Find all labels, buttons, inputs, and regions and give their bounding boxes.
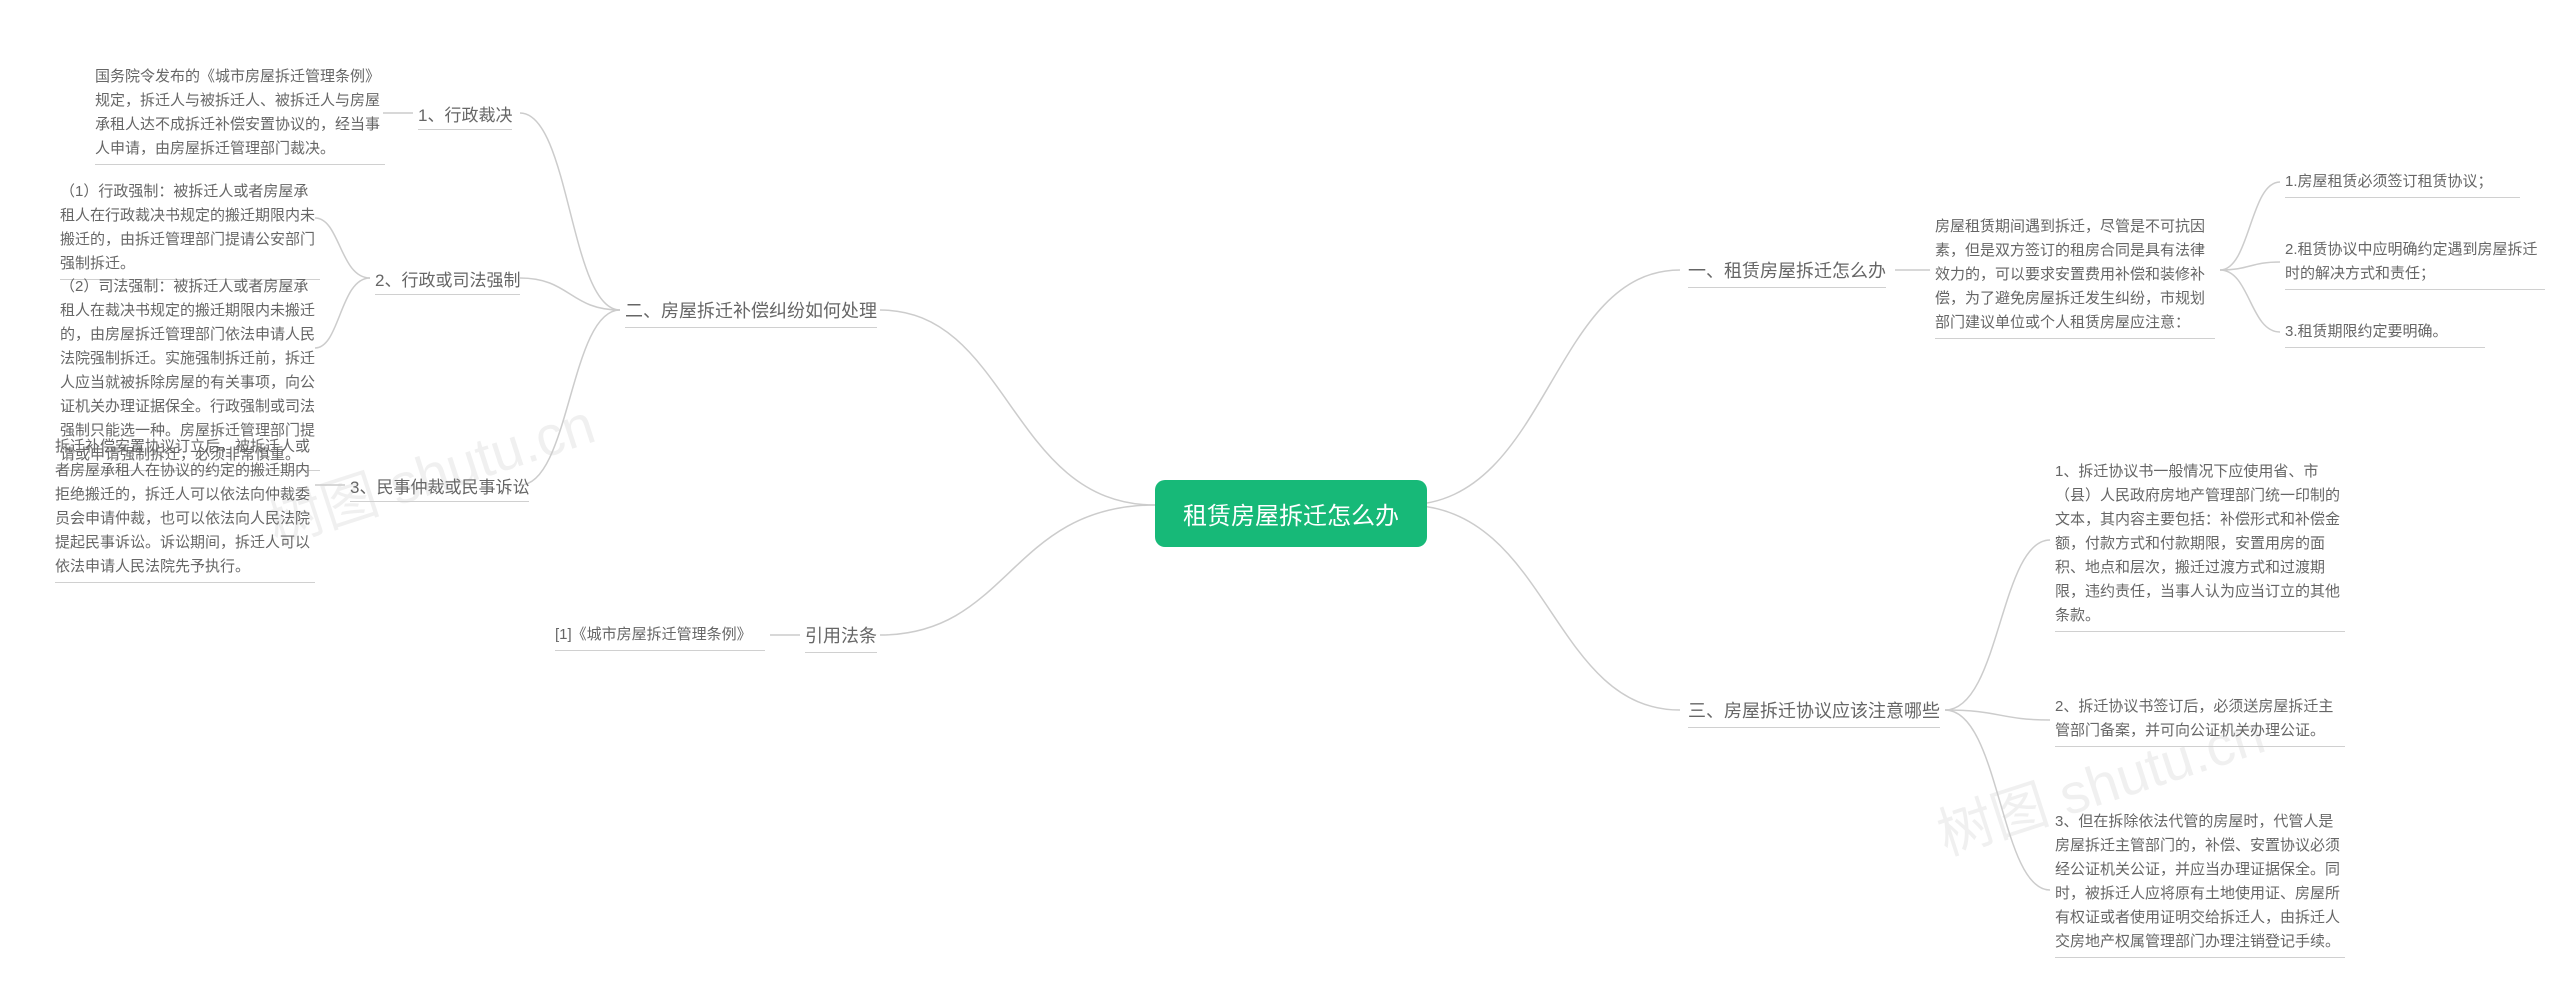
branch-right-2: 三、房屋拆迁协议应该注意哪些 xyxy=(1688,697,1940,728)
branch-right-1-child-0: 1.房屋租赁必须签订租赁协议； xyxy=(2285,170,2520,198)
branch-right-1-child-1: 2.租赁协议中应明确约定遇到房屋拆迁时的解决方式和责任； xyxy=(2285,238,2545,290)
branch-left-1-sub-2: 3、民事仲裁或民事诉讼 xyxy=(350,473,529,502)
branch-right-1: 一、租赁房屋拆迁怎么办 xyxy=(1688,257,1886,288)
branch-left-2: 引用法条 xyxy=(805,622,877,653)
branch-right-2-child-1: 2、拆迁协议书签订后，必须送房屋拆迁主管部门备案，并可向公证机关办理公证。 xyxy=(2055,695,2345,747)
root-node: 租赁房屋拆迁怎么办 xyxy=(1155,480,1427,547)
branch-left-1-sub-1: 2、行政或司法强制 xyxy=(375,266,520,295)
branch-left-1-sub-2-leaf: 拆迁补偿安置协议订立后，被拆迁人或者房屋承租人在协议的约定的搬迁期内拒绝搬迁的，… xyxy=(55,435,315,583)
branch-left-1-sub-0: 1、行政裁决 xyxy=(418,101,512,130)
branch-right-2-child-0: 1、拆迁协议书一般情况下应使用省、市（县）人民政府房地产管理部门统一印制的文本，… xyxy=(2055,460,2345,632)
branch-right-2-child-2: 3、但在拆除依法代管的房屋时，代管人是房屋拆迁主管部门的，补偿、安置协议必须经公… xyxy=(2055,810,2345,958)
branch-right-1-desc: 房屋租赁期间遇到拆迁，尽管是不可抗因素，但是双方签订的租房合同是具有法律效力的，… xyxy=(1935,215,2215,339)
branch-left-2-child-0: [1]《城市房屋拆迁管理条例》 xyxy=(555,623,765,651)
branch-left-1: 二、房屋拆迁补偿纠纷如何处理 xyxy=(625,297,877,328)
branch-left-1-sub-0-leaf: 国务院令发布的《城市房屋拆迁管理条例》规定，拆迁人与被拆迁人、被拆迁人与房屋承租… xyxy=(95,65,385,165)
branch-right-1-child-2: 3.租赁期限约定要明确。 xyxy=(2285,320,2485,348)
branch-left-1-sub-1-leaf-0: （1）行政强制：被拆迁人或者房屋承租人在行政裁决书规定的搬迁期限内未搬迁的，由拆… xyxy=(60,180,320,280)
